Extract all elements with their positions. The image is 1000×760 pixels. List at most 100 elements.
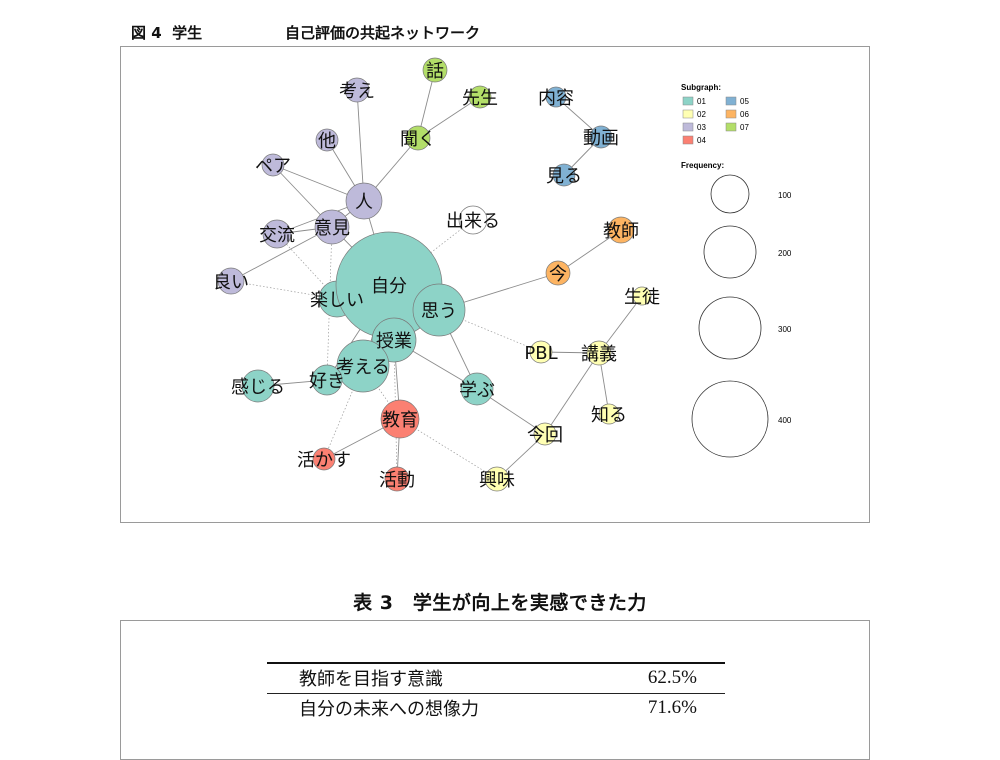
row-label: 自分の未来への想像力 <box>299 699 479 720</box>
legend-label: 01 <box>697 97 706 106</box>
node-label: 先生 <box>462 88 498 109</box>
node-ikasu <box>312 447 336 471</box>
network-edge <box>417 96 481 139</box>
legend-swatch <box>682 96 694 106</box>
row-value: 62.5% <box>647 667 697 688</box>
legend: Subgraph: 01 02 03 04 05 06 07 Frequency: 100 200 3… <box>681 83 792 458</box>
row-value: 71.6% <box>647 697 697 718</box>
node-label: 交流 <box>259 225 295 246</box>
legend-swatch <box>682 135 694 145</box>
node-douga <box>589 125 613 149</box>
subgraph-legend-title: Subgraph: <box>681 83 721 92</box>
node-miru <box>552 163 576 187</box>
node-dekiru <box>458 205 488 235</box>
node-label: 活かす <box>297 450 351 471</box>
node-label: 楽しい <box>310 290 364 311</box>
result-table: 教師を目指す意識 62.5% 自分の未来への想像力 71.6% <box>267 662 725 723</box>
node-label: 学ぶ <box>459 380 495 401</box>
frequency-legend-title: Frequency: <box>681 161 724 170</box>
node-naiyou <box>545 86 567 108</box>
legend-swatch <box>682 109 694 119</box>
node-label: 聞く <box>400 129 436 150</box>
figure-number: 図 4 <box>131 24 162 42</box>
table-box: 教師を目指す意識 62.5% 自分の未来への想像力 71.6% <box>120 620 870 760</box>
node-label: PBL <box>524 343 557 364</box>
table-row: 自分の未来への想像力 71.6% <box>267 693 725 724</box>
node-kiku <box>405 125 431 151</box>
legend-label: 04 <box>697 136 706 145</box>
table-row: 教師を目指す意識 62.5% <box>267 663 725 694</box>
network-figure: 楽しい 自分 思う 授業 考える 好き 感じる 学ぶ PBL 講義 生徒 知る 今回 興味 人意見 交流 良い ペ… <box>120 46 870 523</box>
figure-subject: 学生 <box>172 24 203 42</box>
figure-title: 自己評価の共起ネットワーク <box>285 24 481 42</box>
node-kangaeru <box>336 339 390 393</box>
node-ima <box>545 260 571 286</box>
node-omou <box>412 283 466 337</box>
node-kyoushi <box>607 216 635 244</box>
node-yoi <box>217 267 245 295</box>
frequency-circle <box>710 174 750 214</box>
node-label: 講義 <box>581 344 617 365</box>
node-label: 好き <box>309 371 345 392</box>
legend-swatch <box>725 122 737 132</box>
node-kougi <box>586 340 612 366</box>
node-koryu <box>262 219 292 249</box>
frequency-label: 200 <box>778 249 792 258</box>
node-label: 出来る <box>446 211 500 232</box>
frequency-label: 400 <box>778 416 792 425</box>
node-kyoumi <box>484 466 510 492</box>
frequency-circle <box>703 225 757 279</box>
node-hoka <box>315 128 339 152</box>
legend-swatch <box>682 122 694 132</box>
legend-label: 06 <box>740 110 749 119</box>
network-edge <box>230 226 333 282</box>
node-label: 生徒 <box>624 287 660 308</box>
node-label: 人 <box>355 192 373 213</box>
network-edge <box>544 352 600 435</box>
node-manabu <box>460 372 494 406</box>
legend-swatch <box>725 96 737 106</box>
node-label: 話 <box>426 61 444 82</box>
legend-swatch <box>725 109 737 119</box>
node-label: 感じる <box>231 377 285 398</box>
node-hito <box>345 182 383 220</box>
node-kangae <box>344 77 370 103</box>
table-caption: 表 3 学生が向上を実感できた力 <box>353 592 647 614</box>
node-label: 活動 <box>379 470 415 491</box>
node-kanjiru <box>241 369 275 403</box>
node-label: 意見 <box>314 218 350 239</box>
network-edge <box>323 365 364 460</box>
network-edge <box>326 226 333 381</box>
node-kyouiku <box>380 399 420 439</box>
node-pbl <box>529 340 553 364</box>
network-edge <box>399 418 498 480</box>
node-label: 思う <box>421 301 457 322</box>
legend-label: 02 <box>697 110 706 119</box>
legend-label: 07 <box>740 123 749 132</box>
legend-label: 03 <box>697 123 706 132</box>
node-shiru <box>598 403 620 425</box>
legend-label: 05 <box>740 97 749 106</box>
node-label: 教師 <box>603 221 639 242</box>
node-konkai <box>533 422 557 446</box>
frequency-label: 100 <box>778 191 792 200</box>
row-label: 教師を目指す意識 <box>299 669 443 690</box>
node-suki <box>311 364 343 396</box>
node-hanashi <box>422 57 448 83</box>
node-label: 動画 <box>583 128 619 149</box>
node-label: ペア <box>255 156 291 177</box>
node-seito <box>632 286 652 306</box>
node-sensei <box>468 85 492 109</box>
frequency-label: 300 <box>778 325 792 334</box>
network-edge <box>356 89 365 202</box>
node-label: 今 <box>549 264 567 285</box>
frequency-circle <box>691 380 769 458</box>
node-iken <box>314 209 350 245</box>
node-label: 知る <box>591 405 627 426</box>
node-label: 良い <box>213 272 249 293</box>
network-edge <box>393 339 398 480</box>
node-label: 他 <box>318 131 336 152</box>
node-label: 考える <box>336 357 389 378</box>
